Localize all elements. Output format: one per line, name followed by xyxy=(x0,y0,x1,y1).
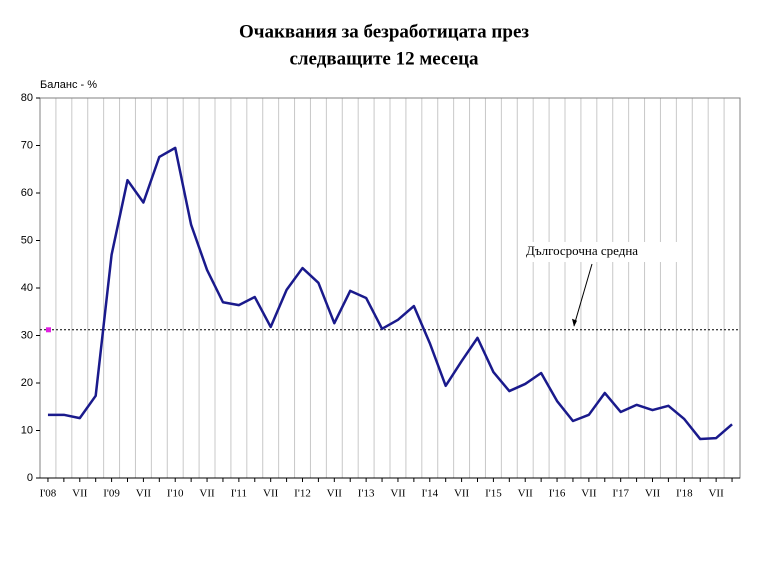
x-tick-label: VII xyxy=(72,488,88,500)
y-axis-label: Баланс - % xyxy=(40,79,97,91)
x-tick-label: I'12 xyxy=(294,488,311,500)
x-tick-label: VII xyxy=(454,488,470,500)
x-tick-label: VII xyxy=(581,488,597,500)
x-tick-label: VII xyxy=(645,488,661,500)
y-tick-label: 10 xyxy=(21,424,33,436)
x-tick-label: VII xyxy=(327,488,343,500)
x-tick-label: VII xyxy=(390,488,406,500)
x-tick-label: VII xyxy=(518,488,534,500)
y-tick-label: 0 xyxy=(27,472,33,484)
y-tick-label: 60 xyxy=(21,187,33,199)
y-tick-label: 30 xyxy=(21,329,33,341)
x-tick-label: I'09 xyxy=(103,488,120,500)
x-tick-label: VII xyxy=(708,488,724,500)
y-tick-label: 50 xyxy=(21,234,33,246)
x-tick-label: I'10 xyxy=(167,488,184,500)
x-tick-label: VII xyxy=(136,488,152,500)
x-tick-label: I'15 xyxy=(485,488,502,500)
x-tick-label: VII xyxy=(199,488,215,500)
y-tick-label: 40 xyxy=(21,282,33,294)
chart-title: Очаквания за безработицата през xyxy=(239,21,529,42)
x-tick-label: I'16 xyxy=(549,488,566,500)
y-tick-label: 70 xyxy=(21,139,33,151)
annotation-arrow xyxy=(573,263,593,326)
chart-title: следващите 12 месеца xyxy=(289,48,479,69)
average-marker xyxy=(46,327,51,333)
average-annotation: Дългосрочна средна xyxy=(526,243,638,258)
annotation-arrowhead xyxy=(572,318,577,327)
x-tick-label: I'18 xyxy=(676,488,693,500)
x-tick-label: I'08 xyxy=(40,488,57,500)
x-tick-label: I'17 xyxy=(612,488,629,500)
x-tick-label: I'14 xyxy=(421,488,438,500)
x-tick-label: I'13 xyxy=(358,488,375,500)
annotation-bg xyxy=(520,242,680,262)
y-tick-label: 80 xyxy=(21,92,33,104)
x-tick-label: I'11 xyxy=(231,488,247,500)
x-tick-label: VII xyxy=(263,488,279,500)
y-tick-label: 20 xyxy=(21,377,33,389)
data-line xyxy=(47,146,733,441)
